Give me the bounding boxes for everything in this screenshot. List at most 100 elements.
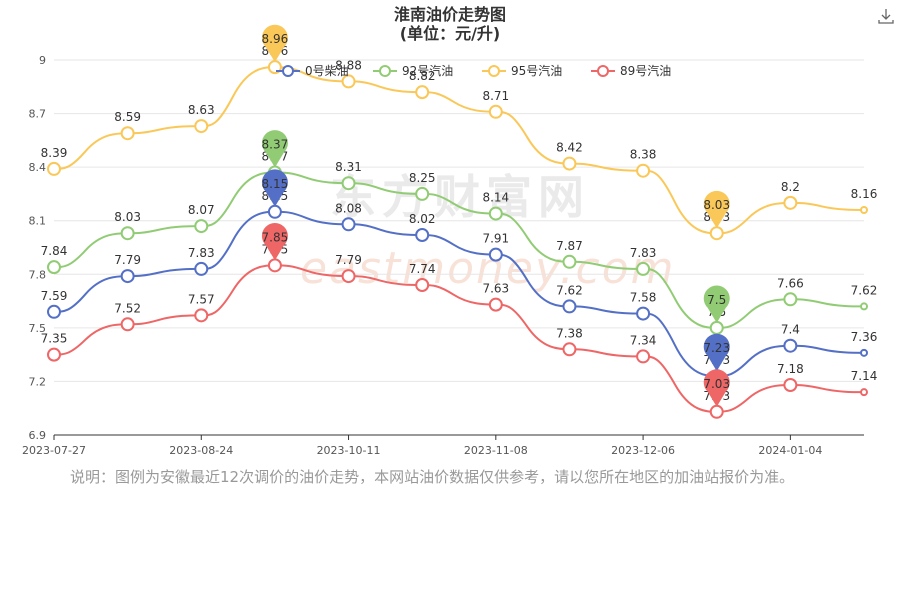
data-label: 7.79 [335, 253, 362, 267]
data-point[interactable] [488, 247, 503, 262]
data-point[interactable] [636, 163, 651, 178]
markers: 8.15 7.23 8.37 7.5 8.96 8.03 7.85 7.03 [261, 24, 730, 407]
data-point[interactable] [415, 228, 430, 242]
data-point[interactable] [267, 258, 282, 273]
y-tick-label: 8.1 [29, 215, 47, 228]
data-point[interactable] [860, 388, 868, 397]
data-label: 8.2 [781, 180, 800, 194]
legend-symbol [597, 65, 609, 77]
data-label: 7.36 [851, 330, 878, 344]
data-point[interactable] [562, 342, 577, 357]
data-point[interactable] [636, 349, 651, 364]
data-point[interactable] [636, 306, 651, 321]
data-point[interactable] [709, 226, 724, 241]
data-point[interactable] [341, 74, 356, 89]
x-tick-label: 2023-11-08 [464, 444, 528, 457]
data-point[interactable] [47, 161, 61, 176]
legend-item[interactable]: 89号汽油 [591, 63, 671, 78]
data-point[interactable] [562, 254, 577, 269]
axes: 6.9 7.2 7.5 7.8 8.1 8.4 8.7 9 2023-07-27 2023-08-… [22, 54, 864, 457]
grid [54, 59, 864, 382]
data-point[interactable] [783, 195, 798, 210]
data-label: 8.39 [41, 146, 68, 160]
data-point[interactable] [709, 320, 724, 335]
data-label: 7.91 [482, 232, 509, 246]
pin-shape [703, 333, 730, 372]
data-point[interactable] [709, 404, 724, 419]
data-label: 7.59 [41, 289, 68, 303]
data-point[interactable] [415, 186, 430, 201]
series-line-2 [53, 66, 865, 235]
data-point[interactable] [488, 104, 503, 119]
data-point[interactable] [415, 85, 430, 100]
data-point[interactable] [194, 119, 209, 134]
y-tick-label: 8.7 [29, 108, 47, 121]
data-label: 8.71 [482, 89, 509, 103]
data-point[interactable] [562, 156, 577, 171]
data-label: 8.42 [556, 141, 583, 155]
data-label: 8.08 [335, 201, 362, 215]
legend-item[interactable]: 0号柴油 [276, 64, 349, 78]
pin-label: 7.03 [703, 377, 730, 391]
data-point[interactable] [47, 347, 61, 362]
data-point[interactable] [860, 302, 868, 311]
data-point[interactable] [636, 261, 651, 276]
max-marker: 7.85 [262, 222, 288, 261]
data-point[interactable] [488, 206, 503, 221]
data-label: 7.63 [482, 282, 509, 296]
data-label: 7.35 [41, 332, 68, 346]
legend-item[interactable]: 92号汽油 [373, 63, 453, 78]
data-point[interactable] [194, 308, 209, 323]
pin-shape [703, 285, 730, 323]
legend-item[interactable]: 95号汽油 [482, 63, 562, 78]
data-label: 8.02 [409, 212, 436, 226]
legend[interactable]: 0号柴油 92号汽油 95号汽油 89号汽油 [276, 63, 671, 78]
data-point[interactable] [120, 317, 135, 332]
chart-title: 淮南油价走势图 [394, 5, 506, 24]
data-label: 7.62 [851, 283, 878, 297]
data-point[interactable] [860, 348, 868, 357]
data-point[interactable] [341, 217, 356, 232]
data-point[interactable] [120, 226, 135, 241]
data-point[interactable] [194, 261, 209, 276]
data-point[interactable] [783, 338, 798, 353]
legend-label: 92号汽油 [402, 63, 453, 78]
x-tick-label: 2024-01-04 [758, 444, 822, 457]
y-tick-label: 7.5 [29, 322, 47, 335]
data-label: 7.4 [781, 323, 800, 337]
data-label: 8.63 [188, 103, 215, 117]
data-point[interactable] [783, 378, 798, 392]
y-tick-label: 9 [39, 54, 46, 67]
data-label: 8.07 [188, 203, 215, 217]
y-tick-label: 8.4 [29, 161, 47, 174]
data-point[interactable] [267, 204, 282, 219]
data-point[interactable] [415, 278, 430, 292]
data-label: 8.31 [335, 160, 362, 174]
data-point[interactable] [194, 219, 209, 234]
data-point[interactable] [783, 292, 798, 307]
pin-shape [703, 369, 730, 407]
data-label: 7.83 [188, 246, 215, 260]
data-label: 8.14 [482, 191, 509, 205]
data-point[interactable] [860, 206, 868, 214]
max-marker: 8.96 [262, 24, 288, 63]
data-point[interactable] [47, 260, 61, 275]
legend-symbol [488, 65, 500, 77]
data-point[interactable] [47, 304, 61, 319]
data-label: 7.62 [556, 283, 583, 297]
data-point[interactable] [341, 269, 356, 284]
data-point[interactable] [562, 299, 577, 314]
data-label: 7.79 [114, 253, 141, 267]
data-point[interactable] [341, 176, 356, 191]
data-point[interactable] [120, 126, 135, 141]
pin-shape [261, 130, 288, 168]
pin-label: 7.5 [707, 293, 726, 307]
pin-label: 8.37 [262, 138, 289, 152]
data-label: 7.74 [409, 262, 436, 276]
download-icon[interactable] [878, 8, 894, 24]
data-point[interactable] [120, 269, 135, 284]
pin-label: 8.03 [703, 198, 730, 212]
legend-label: 0号柴油 [305, 64, 349, 78]
data-point[interactable] [488, 297, 503, 312]
